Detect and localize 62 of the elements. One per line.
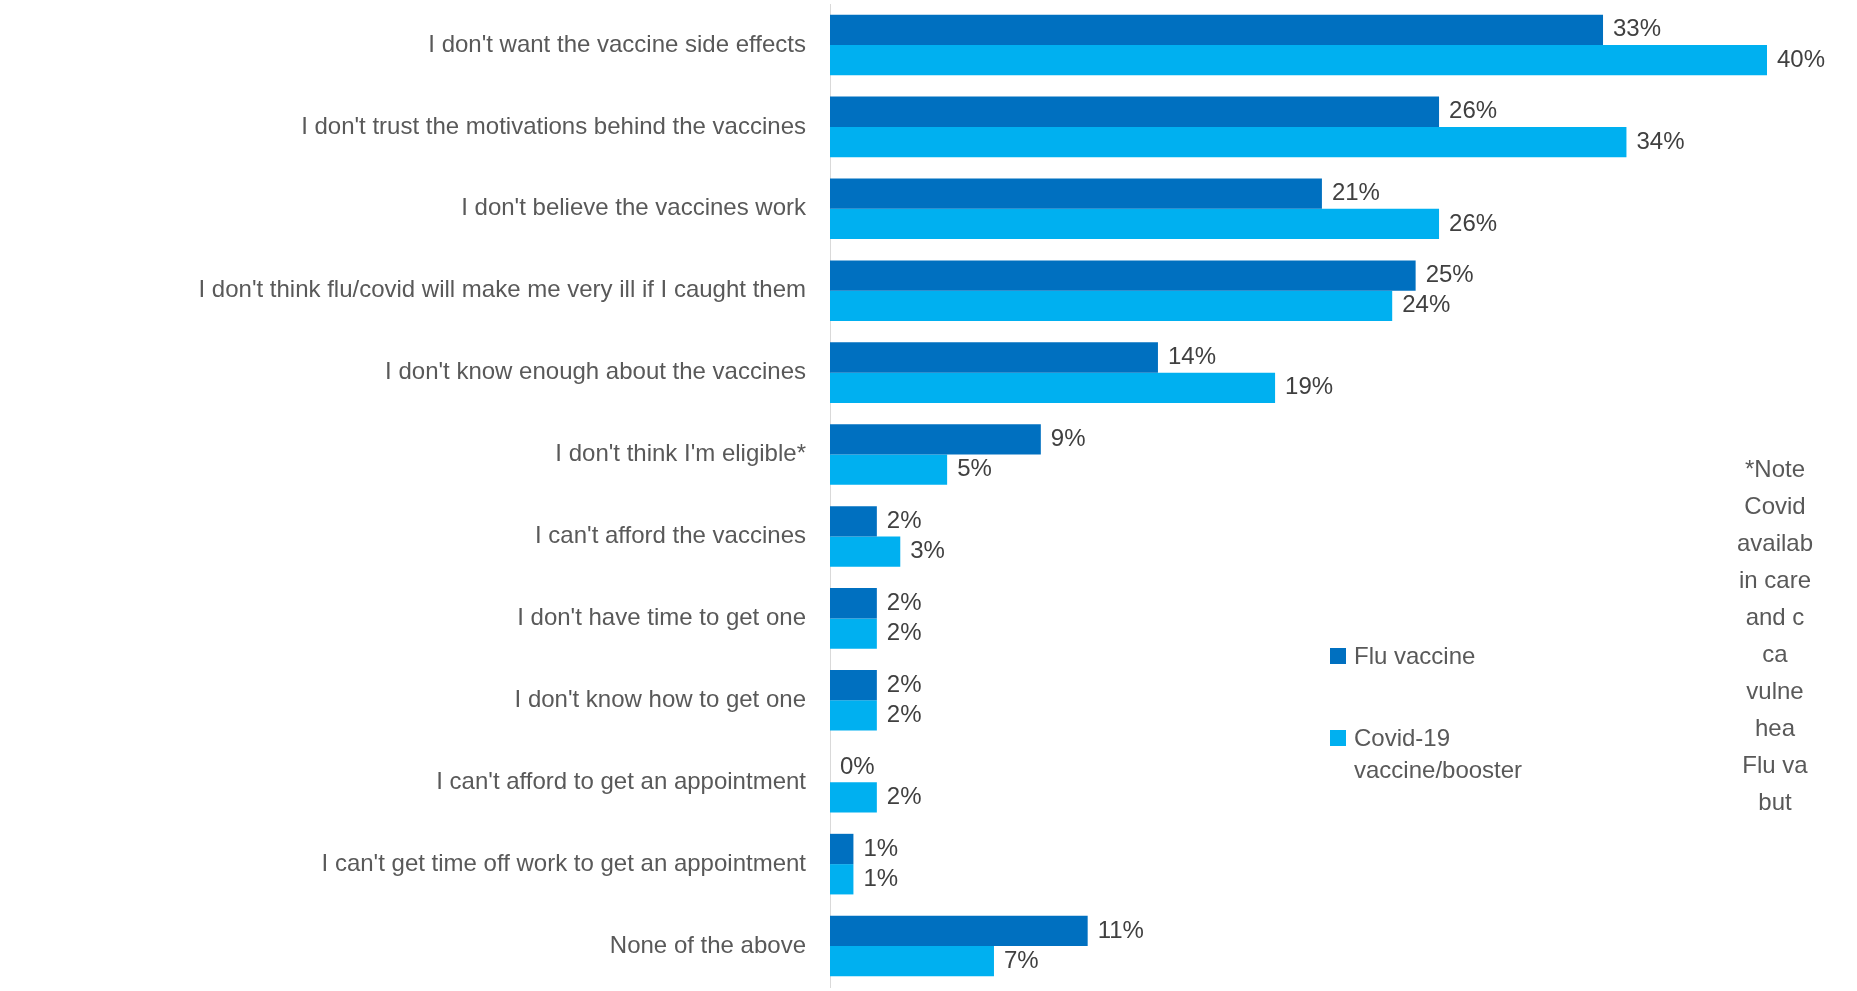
bar (830, 506, 877, 537)
data-label: 11% (1097, 915, 1144, 943)
data-label: 2% (886, 587, 922, 615)
bar (830, 915, 1088, 947)
bar (830, 260, 1416, 291)
y-tick-label: I can't afford the vaccines (535, 521, 806, 549)
data-label: 33% (1613, 14, 1662, 42)
bar (830, 700, 877, 731)
data-label: 34% (1636, 126, 1685, 154)
data-label: 0% (840, 751, 875, 779)
data-label: 9% (1050, 424, 1086, 452)
bar (830, 782, 877, 813)
y-tick-label: I can't afford to get an appointment (436, 766, 807, 794)
y-tick-label: I don't have time to get one (517, 603, 806, 630)
y-tick-label: I can't get time off work to get an appointment (321, 848, 807, 876)
bar (830, 536, 901, 567)
data-label: 40% (1777, 44, 1826, 72)
y-tick-label: I don't want the vaccine side effects (428, 29, 806, 57)
data-label: 1% (863, 863, 899, 891)
legend-label: Flu vaccine (1354, 641, 1476, 671)
bar (830, 290, 1393, 322)
bar (830, 372, 1276, 403)
data-label: 26% (1449, 208, 1498, 236)
data-label: 2% (886, 781, 922, 809)
data-label: 2% (886, 618, 922, 646)
data-label: 2% (886, 505, 922, 533)
bar (830, 14, 1604, 45)
data-label: 2% (886, 669, 922, 697)
data-label: 14% (1167, 342, 1216, 370)
bar (830, 96, 1440, 127)
y-tick-label: I don't believe the vaccines work (461, 193, 807, 221)
data-label: 7% (1003, 945, 1039, 973)
data-label: 19% (1285, 372, 1334, 400)
bar (830, 126, 1627, 158)
bar (830, 669, 877, 701)
y-tick-label: I don't trust the motivations behind the vaccines (301, 111, 806, 139)
bar (830, 864, 854, 895)
bar (830, 342, 1158, 373)
data-label: 3% (910, 536, 945, 564)
bar (830, 178, 1322, 209)
y-tick-label: I don't know enough about the vaccines (385, 357, 806, 385)
bar (830, 588, 877, 619)
y-tick-label: I don't think flu/covid will make me very ill if I caught them (198, 275, 806, 303)
bar (830, 424, 1041, 455)
data-label: 24% (1402, 290, 1451, 318)
bar (830, 454, 948, 485)
data-label: 5% (957, 454, 992, 482)
data-label: 2% (886, 700, 922, 728)
bar (830, 833, 854, 865)
data-label: 26% (1449, 96, 1498, 124)
bar (830, 618, 877, 649)
bar (830, 208, 1440, 240)
y-tick-label: I don't think I'm eligible* (555, 439, 806, 467)
data-label: 1% (863, 833, 899, 861)
y-tick-label: None of the above (609, 930, 806, 958)
bar (830, 44, 1767, 76)
bar (830, 946, 994, 977)
y-tick-label: I don't know how to get one (514, 684, 806, 712)
data-label: 21% (1331, 178, 1380, 206)
legend-label: Covid-19 vaccine/booster (1354, 723, 1524, 785)
text: *Note Covid availab in care and c ca vulne hea Flu va but (1736, 455, 1814, 815)
data-label: 25% (1425, 260, 1474, 288)
